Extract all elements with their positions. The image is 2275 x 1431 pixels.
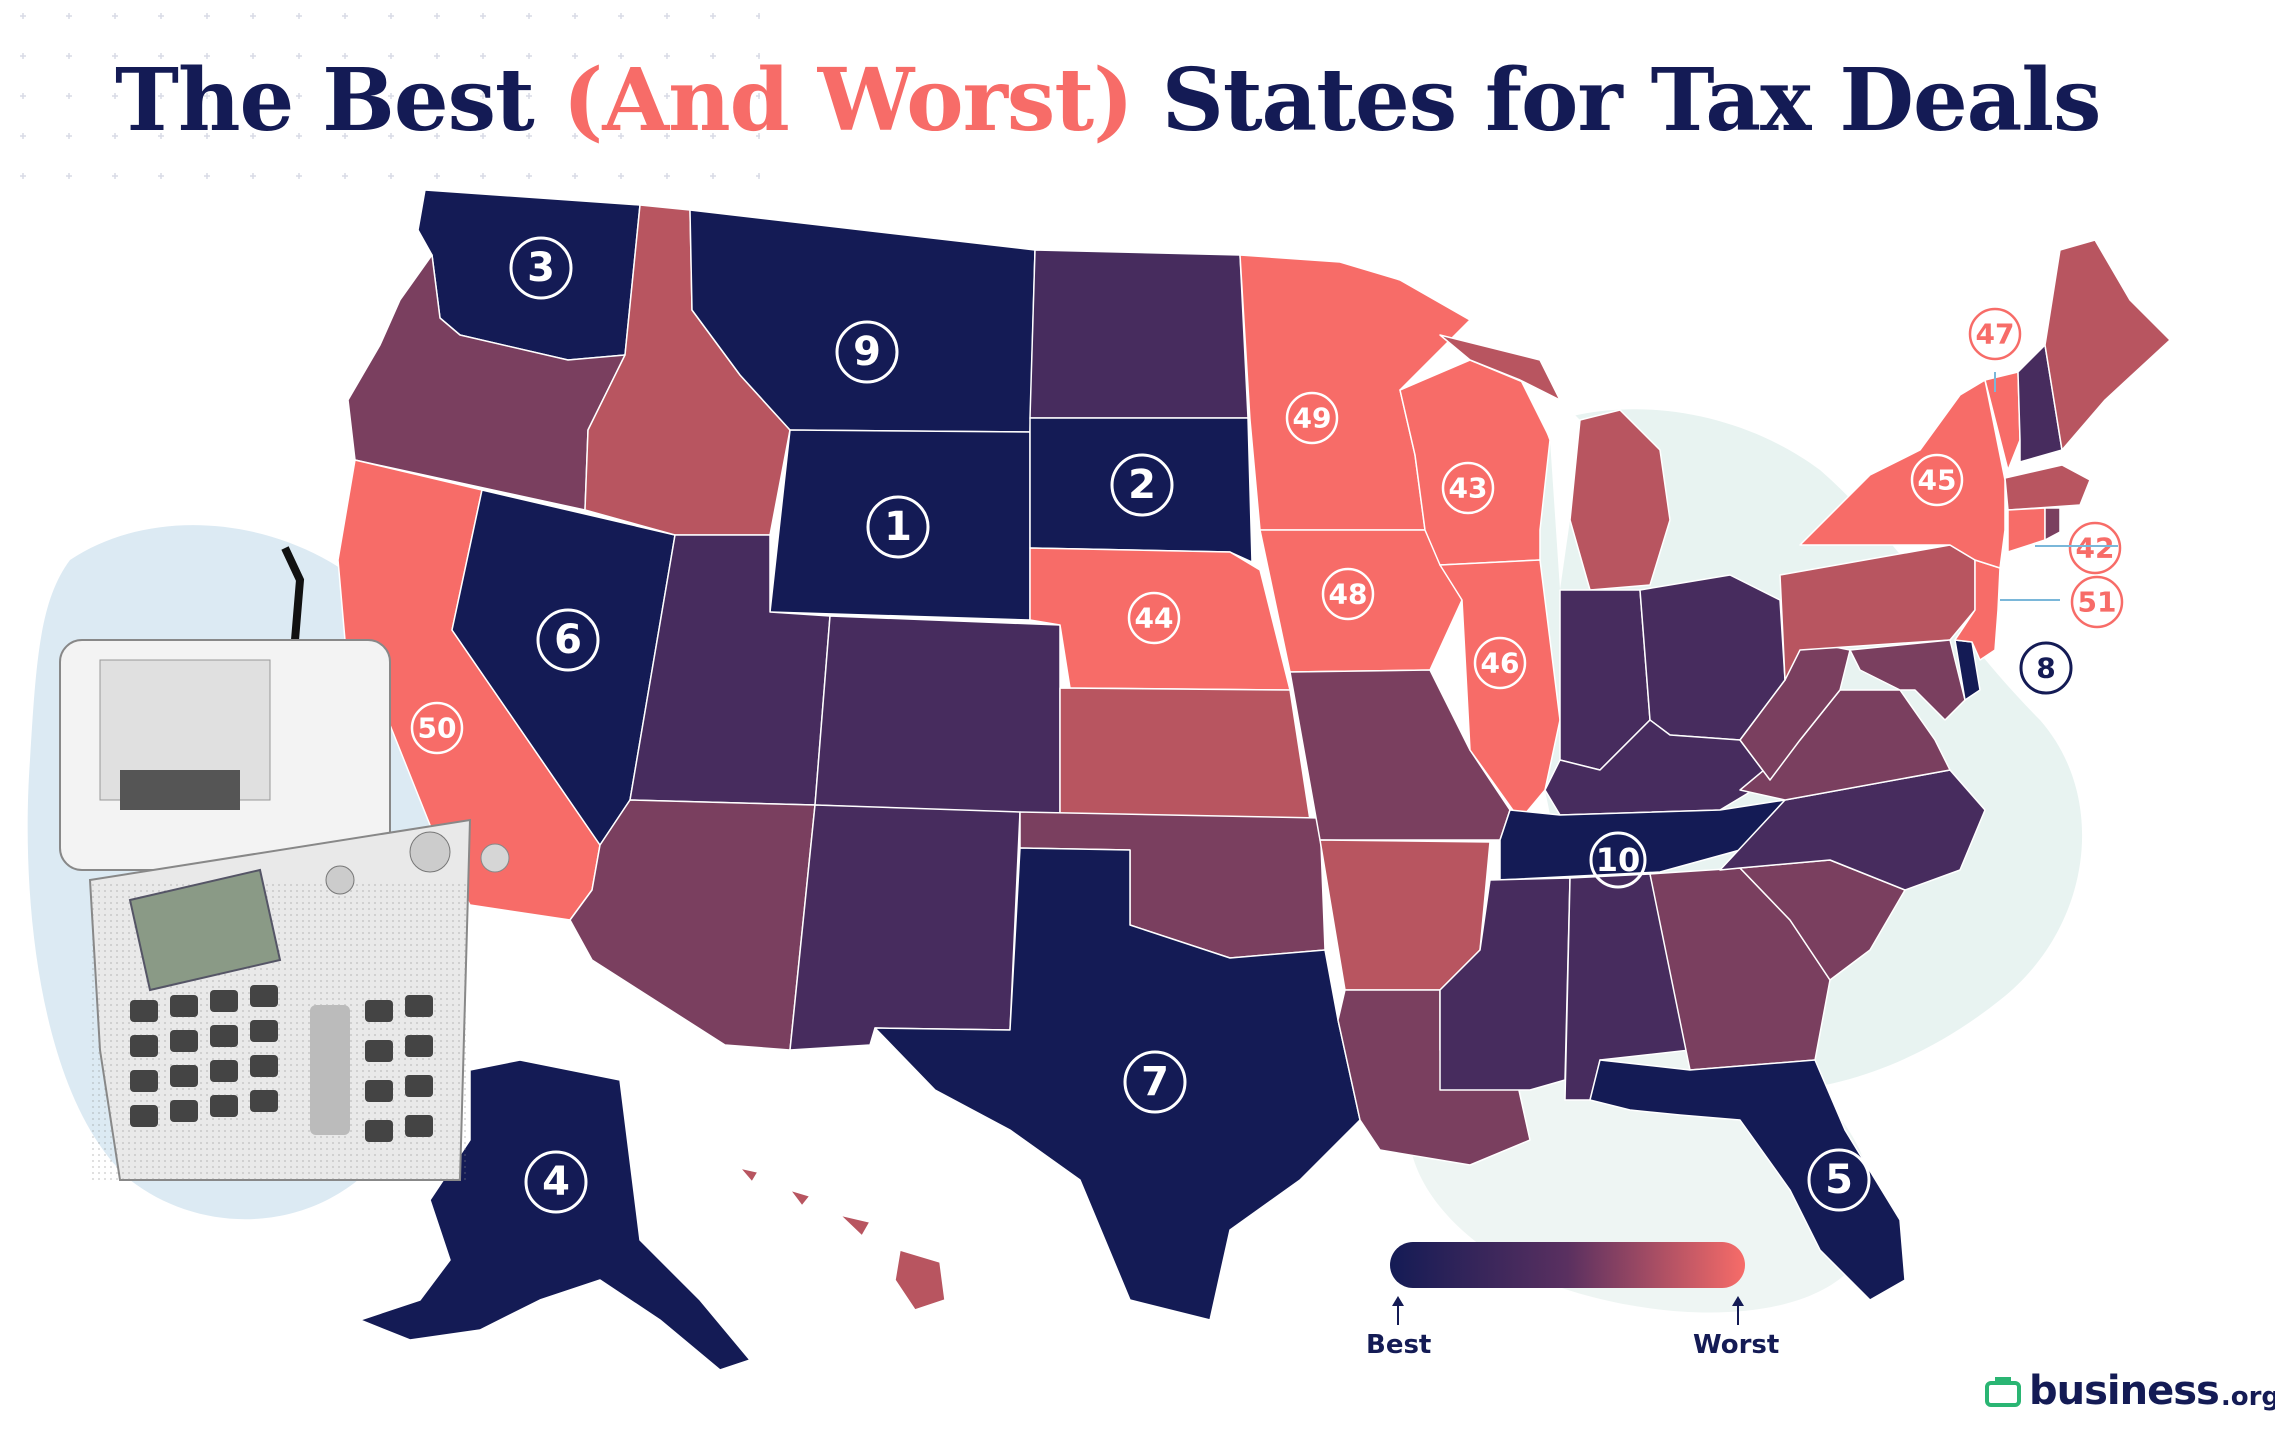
state-fl[interactable] [1589, 1059, 1906, 1301]
rank-badge-number: 5 [1825, 1157, 1853, 1203]
rank-badge-number: 4 [542, 1159, 570, 1205]
state-ny[interactable] [1799, 379, 2006, 569]
rank-badge-ring [1110, 453, 1174, 517]
rank-badge-mt: 9 [835, 320, 899, 384]
rank-badge-number: 7 [1141, 1059, 1169, 1105]
rank-badge-number: 46 [1481, 647, 1520, 680]
state-ri[interactable] [2044, 507, 2061, 541]
state-me[interactable] [2044, 239, 2171, 451]
rank-badge-ring [1968, 307, 2022, 361]
rank-badge-ring [1807, 1148, 1871, 1212]
state-ks[interactable] [1059, 687, 1311, 821]
rank-badge-sd: 2 [1110, 453, 1174, 517]
rank-badge-number: 9 [853, 329, 881, 375]
rank-badge-number: 2 [1128, 462, 1156, 508]
rank-badge-number: 43 [1449, 472, 1488, 505]
title-part-best: The Best [115, 50, 563, 151]
rank-badge-vt: 47 [1968, 307, 2022, 361]
plus-pattern-decoration [0, 0, 760, 200]
rank-badge-ia: 48 [1321, 567, 1375, 621]
state-nj[interactable] [1954, 559, 2001, 661]
rank-badge-number: 45 [1918, 464, 1957, 497]
legend-label-worst: Worst [1693, 1330, 1780, 1360]
brand-name: business [2029, 1368, 2220, 1414]
great-lakes [1520, 380, 1580, 590]
legend-arrows [1392, 1296, 1744, 1325]
rank-badge-nv: 6 [536, 608, 600, 672]
rank-badge-number: 10 [1596, 841, 1641, 879]
rank-badge-ny: 45 [1910, 453, 1964, 507]
rank-badge-number: 8 [2036, 652, 2055, 685]
rank-badge-ring [1285, 391, 1339, 445]
legend-gradient-bar [1390, 1242, 1745, 1288]
state-nd[interactable] [1029, 249, 1249, 419]
state-ak[interactable] [359, 1059, 751, 1371]
rank-badge-de: 8 [2019, 641, 2073, 695]
callout-lines [1994, 372, 2118, 601]
rank-badge-ring [410, 701, 464, 755]
rank-badge-wa: 3 [509, 236, 573, 300]
rank-badge-ring [509, 236, 573, 300]
rank-badge-ca: 50 [410, 701, 464, 755]
rank-badge-mn: 49 [1285, 391, 1339, 445]
title-part-states: States for Tax Deals [1132, 50, 2102, 151]
rank-badge-wi: 43 [1441, 461, 1495, 515]
rank-badge-ring [1123, 1050, 1187, 1114]
state-md[interactable] [1849, 639, 1966, 721]
briefcase-icon [1985, 1377, 2021, 1407]
rank-badge-number: 51 [2078, 586, 2117, 619]
state-tx[interactable] [874, 847, 1361, 1321]
state-hi[interactable] [739, 1167, 946, 1311]
rank-badge-tn: 10 [1589, 831, 1647, 889]
title-part-and-worst: (And Worst) [562, 50, 1134, 151]
state-ia[interactable] [1259, 529, 1463, 673]
rank-badge-tx: 7 [1123, 1050, 1187, 1114]
rank-badge-ring [2070, 575, 2124, 629]
rank-badge-number: 47 [1976, 318, 2015, 351]
rank-badge-fl: 5 [1807, 1148, 1871, 1212]
rank-badge-number: 42 [2076, 532, 2115, 565]
rank-badge-ring [1321, 567, 1375, 621]
rank-badge-number: 44 [1135, 602, 1174, 635]
calculator-illustration [59, 546, 510, 1181]
state-shapes [337, 189, 2171, 1371]
rank-badge-ring [1910, 453, 1964, 507]
rank-badge-number: 3 [527, 245, 555, 291]
rank-badge-ring [524, 1150, 588, 1214]
legend-label-best: Best [1366, 1330, 1432, 1360]
rank-badge-number: 6 [554, 617, 582, 663]
rank-badge-ring [1127, 591, 1181, 645]
rank-badge-number: 48 [1329, 578, 1368, 611]
rank-badge-ring [1473, 636, 1527, 690]
rank-badge-number: 1 [884, 504, 912, 550]
rank-badge-ring [536, 608, 600, 672]
state-sd[interactable] [1029, 417, 1253, 563]
rank-badge-wy: 1 [866, 495, 930, 559]
state-az[interactable] [569, 799, 816, 1051]
rank-badge-il: 46 [1473, 636, 1527, 690]
rank-badge-ring [2019, 641, 2073, 695]
rank-badge-ak: 4 [524, 1150, 588, 1214]
state-co[interactable] [814, 615, 1061, 816]
rank-badge-ring [1441, 461, 1495, 515]
rank-badge-ct: 42 [2068, 521, 2122, 575]
rank-badge-number: 50 [418, 712, 457, 745]
state-nh[interactable] [2017, 344, 2063, 463]
rank-badge-nj: 51 [2070, 575, 2124, 629]
page-title: The Best (And Worst) States for Tax Deal… [115, 50, 2102, 151]
rank-badge-ne: 44 [1127, 591, 1181, 645]
state-nm[interactable] [789, 804, 1021, 1051]
state-ma[interactable] [2004, 464, 2091, 511]
brand-logo[interactable]: business .org [1985, 1368, 2275, 1414]
state-il[interactable] [1439, 559, 1561, 821]
rank-badge-ring [835, 320, 899, 384]
rank-badge-ring [1589, 831, 1647, 889]
brand-tld: .org [2220, 1382, 2275, 1412]
rank-badge-ring [866, 495, 930, 559]
rank-badge-number: 49 [1293, 402, 1332, 435]
rank-badge-ring [2068, 521, 2122, 575]
